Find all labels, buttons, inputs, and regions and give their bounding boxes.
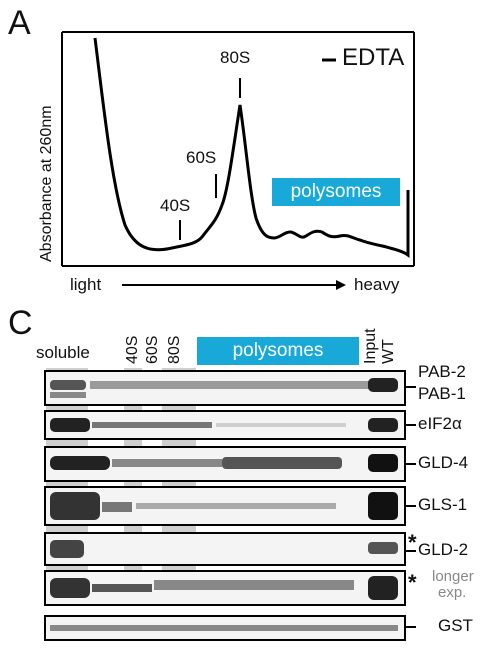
gld2-tick bbox=[406, 550, 416, 552]
gls1-label: GLS-1 bbox=[418, 495, 468, 514]
soluble-label: soluble bbox=[36, 343, 90, 362]
exp-label: exp. bbox=[438, 584, 467, 601]
blot-gld2-longer-exposure bbox=[44, 570, 406, 606]
peak-60s-label: 60S bbox=[186, 148, 217, 167]
lane-60s-label: 60S bbox=[144, 335, 161, 364]
panel-a-polysomes-box: polysomes bbox=[272, 178, 400, 206]
lane-40s-label: 40S bbox=[124, 335, 141, 364]
peak-80s-label: 80S bbox=[220, 48, 251, 67]
panel-a-letter: A bbox=[8, 4, 31, 42]
x-axis-heavy-label: heavy bbox=[354, 275, 400, 294]
blot-eif2a bbox=[44, 410, 406, 440]
gst-label: GST bbox=[438, 616, 473, 635]
blot-gld4 bbox=[44, 446, 406, 482]
panel-c-letter: C bbox=[8, 304, 33, 342]
pab1-label: PAB-1 bbox=[418, 384, 466, 403]
pab2-label: PAB-2 bbox=[418, 362, 466, 381]
arrow-head bbox=[336, 280, 346, 290]
input-label: Input bbox=[362, 328, 379, 364]
blot-pab bbox=[44, 370, 406, 406]
peak-40s-label: 40S bbox=[160, 196, 191, 215]
gld4-label: GLD-4 bbox=[418, 453, 469, 472]
longer-label: longer bbox=[432, 568, 474, 585]
condition-label: EDTA bbox=[342, 44, 405, 71]
eif2a-label: eIF2α bbox=[418, 414, 462, 433]
lane-80s-label: 80S bbox=[166, 335, 183, 364]
x-axis-light-label: light bbox=[70, 275, 102, 294]
gld2-label: GLD-2 bbox=[418, 540, 469, 559]
wt-label: WT bbox=[380, 339, 397, 364]
panel-c-polysomes-box: polysomes bbox=[197, 337, 359, 365]
blot-gld2 bbox=[44, 532, 406, 566]
eif2a-tick bbox=[406, 424, 416, 426]
absorbance-profile-chart bbox=[61, 31, 415, 290]
blot-gst bbox=[44, 615, 406, 641]
gld2-star: * bbox=[408, 530, 417, 555]
blot-gls1 bbox=[44, 486, 406, 526]
pab-tick bbox=[406, 386, 416, 388]
gls1-tick bbox=[406, 505, 416, 507]
longer-exp-star: * bbox=[408, 570, 417, 595]
absorbance-trace bbox=[93, 37, 410, 258]
gld4-tick bbox=[406, 463, 416, 465]
gst-tick bbox=[406, 626, 416, 628]
